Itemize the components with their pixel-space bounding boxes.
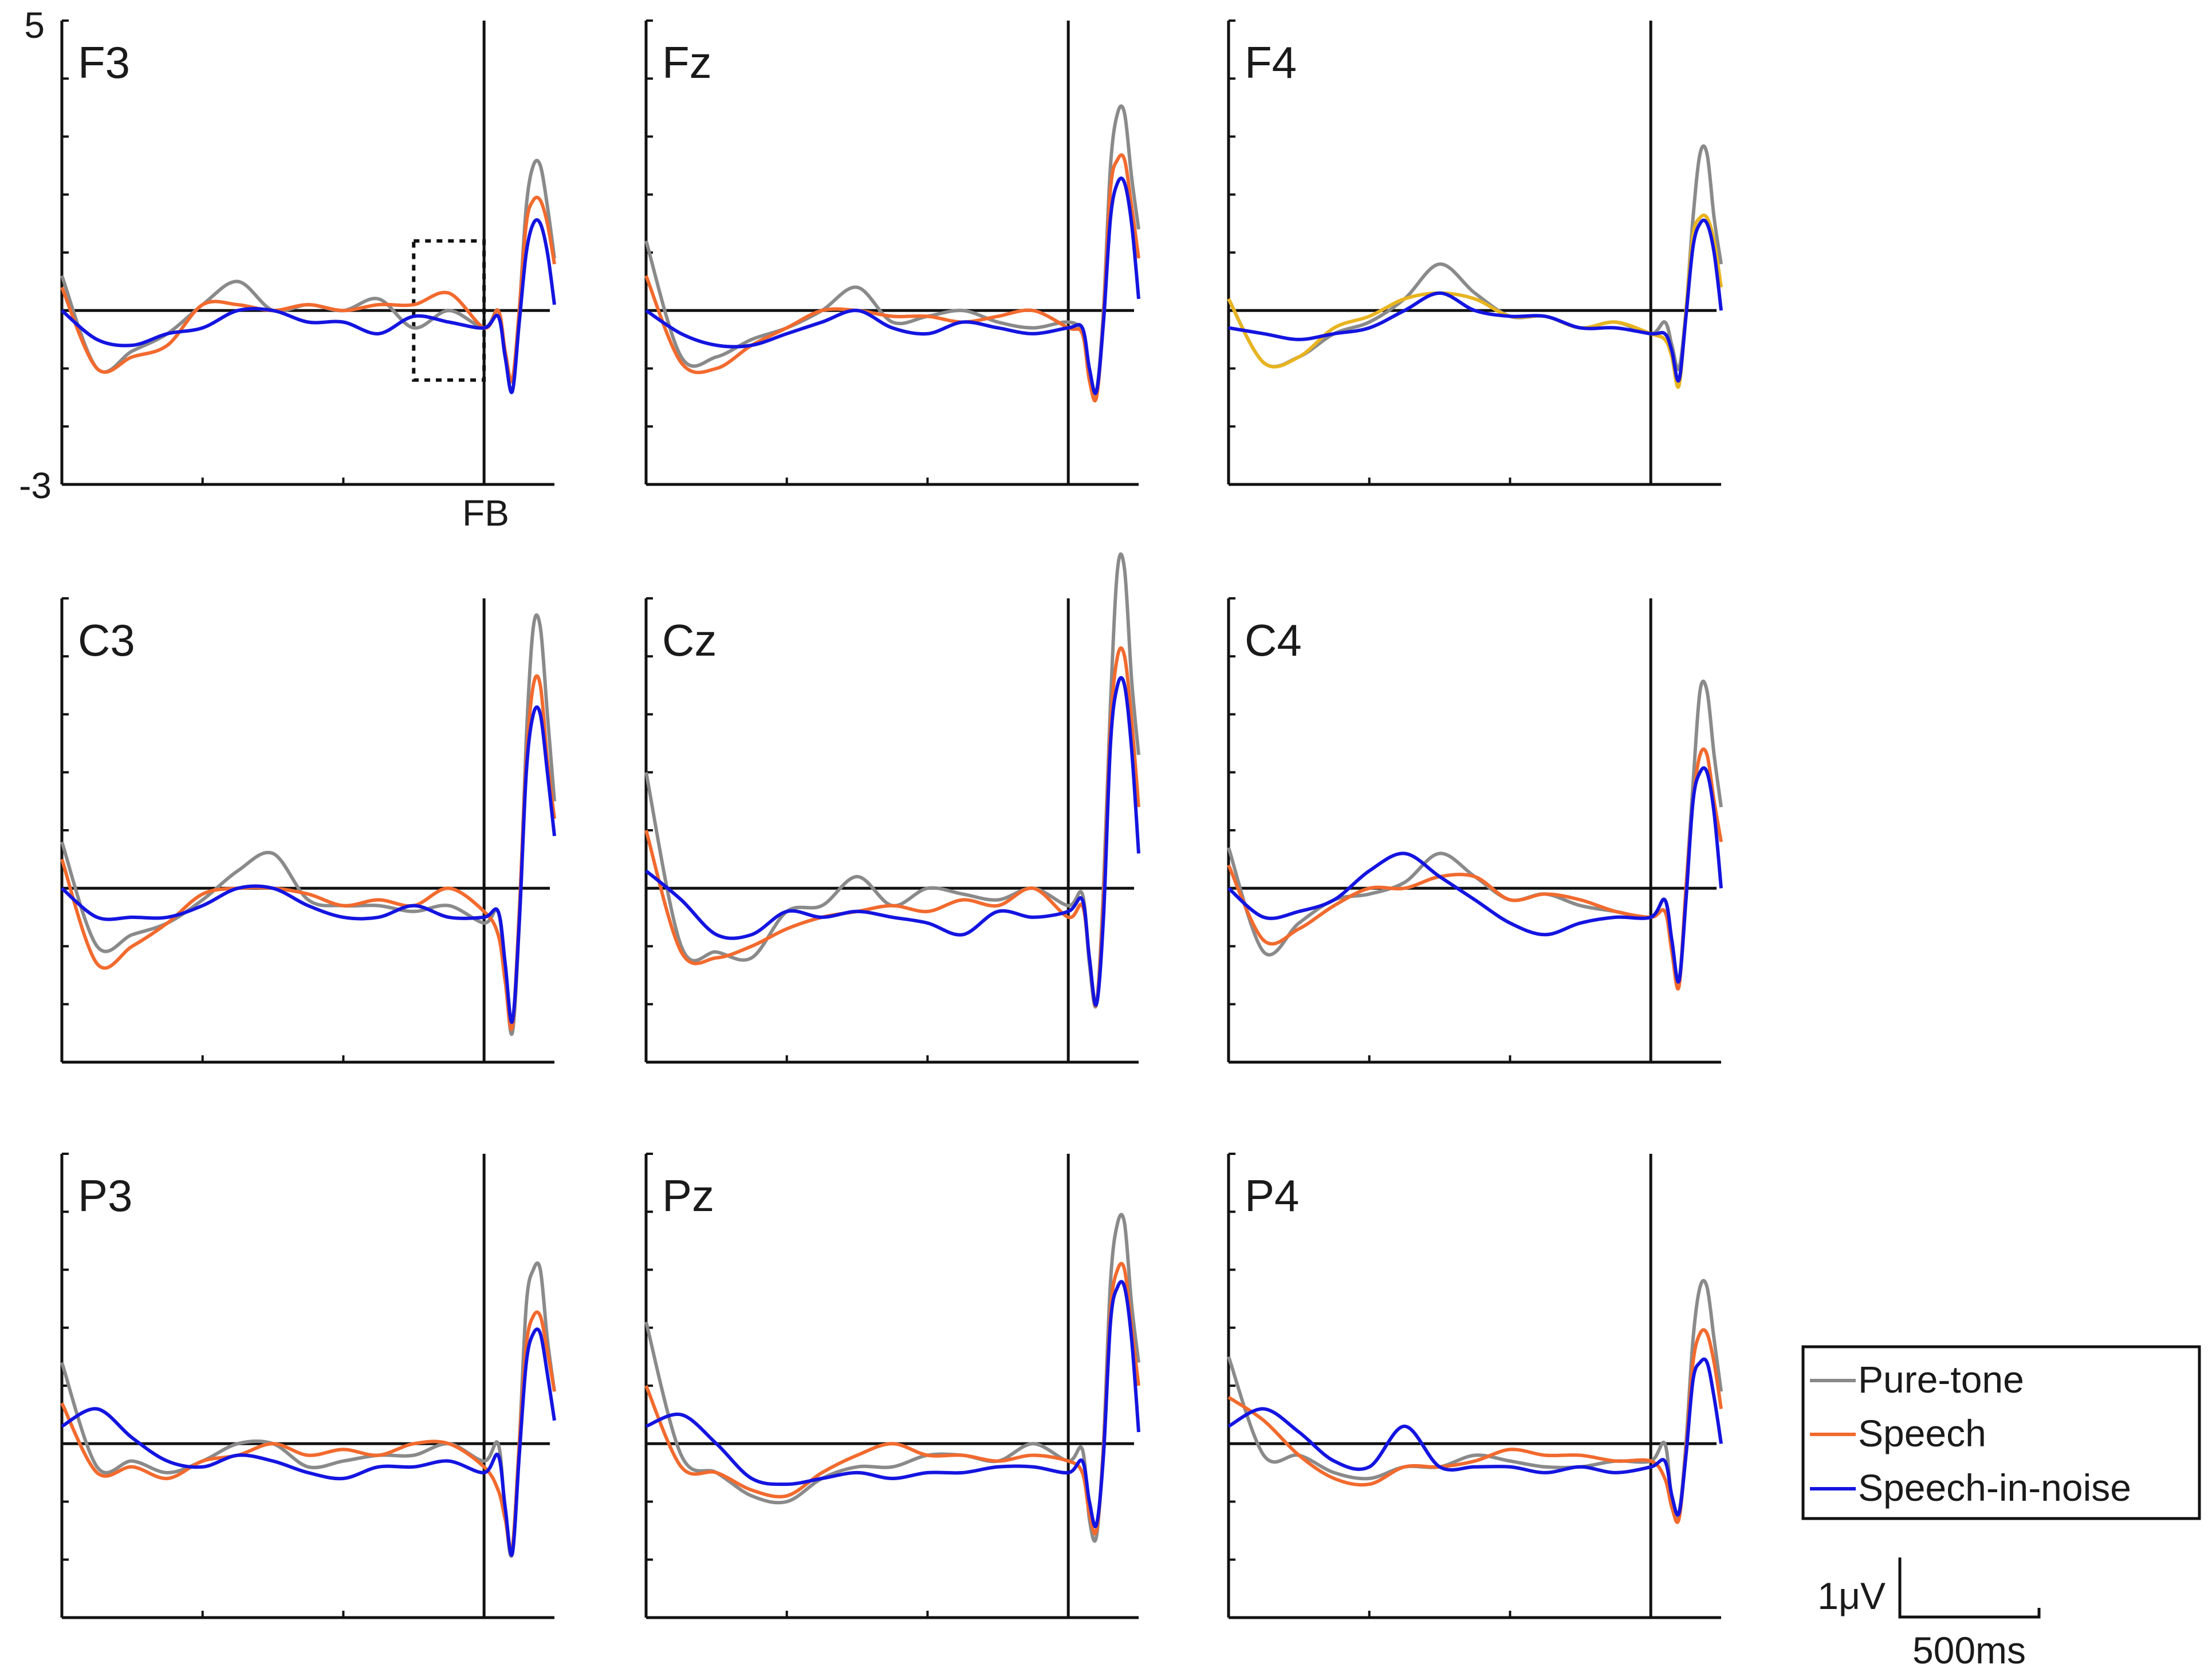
panel-title-c3: C3: [78, 615, 135, 665]
panel-c4: C4: [1227, 597, 1723, 1064]
scale-bar-voltage-label: 1μV: [1817, 1575, 1886, 1617]
panel-p3: P3: [60, 1153, 556, 1619]
series-line-pure-tone-c3: [60, 613, 556, 1036]
panel-title-p3: P3: [78, 1170, 132, 1221]
panel-pz: Pz: [644, 1153, 1140, 1619]
panel-p4: P4: [1227, 1153, 1723, 1619]
scale-bar-lines: [1898, 1557, 2041, 1619]
legend-label-speech: Speech: [1858, 1412, 1986, 1454]
panel-fz: Fz: [644, 19, 1140, 486]
panel-cz: Cz: [644, 552, 1140, 1064]
series-line-speech-in-noise-fz: [645, 176, 1140, 395]
legend-label-speech-in-noise: Speech-in-noise: [1858, 1466, 2131, 1509]
scale-bar-time-label: 500ms: [1912, 1629, 2026, 1671]
legend-box: [1801, 1345, 2201, 1520]
series-line-speech-in-noise-p3: [61, 1327, 556, 1557]
series-line-pure-tone-cz: [644, 552, 1140, 1009]
series-line-pure-tone-p3: [60, 1261, 556, 1558]
series-line-speech-in-noise-c4: [1227, 766, 1723, 984]
legend: Pure-tone Speech Speech-in-noise: [1801, 1345, 2201, 1520]
panel-c3: C3: [60, 597, 556, 1064]
series-line-speech-p4: [1227, 1328, 1723, 1524]
series-line-pure-tone-p4: [1227, 1279, 1723, 1519]
series-line-speech-in-noise-f4: [1228, 218, 1723, 383]
series-line-speech-f3: [60, 195, 556, 383]
panel-title-fz: Fz: [662, 37, 712, 88]
panel-title-pz: Pz: [662, 1170, 714, 1221]
fb-label: FB: [462, 492, 509, 534]
series-line-speech-in-noise-pz: [645, 1280, 1140, 1528]
series-line-pure-tone-f4: [1227, 144, 1723, 372]
panel-title-cz: Cz: [662, 615, 717, 665]
series-line-speech-f4: [1227, 213, 1723, 389]
y-axis-min-label: -3: [19, 465, 52, 506]
series-line-speech-pz: [644, 1261, 1140, 1536]
series-line-speech-c3: [60, 674, 556, 1031]
series-line-speech-in-noise-c3: [61, 705, 556, 1024]
series-line-pure-tone-fz: [644, 104, 1140, 398]
legend-label-pure-tone: Pure-tone: [1858, 1358, 2024, 1401]
panel-f4: F4: [1227, 19, 1723, 486]
series-line-speech-cz: [644, 646, 1140, 1008]
series-line-speech-in-noise-cz: [645, 676, 1140, 1007]
panel-title-f4: F4: [1245, 37, 1297, 88]
window-box-f3: [412, 239, 486, 382]
series-line-speech-fz: [644, 153, 1140, 403]
panel-f3: F3: [60, 19, 556, 486]
scale-bar: 1μV 500ms: [1817, 1557, 2041, 1671]
series-line-speech-p3: [60, 1310, 556, 1553]
series-line-pure-tone-c4: [1227, 679, 1723, 985]
series-line-pure-tone-pz: [644, 1213, 1140, 1543]
series-line-pure-tone-f3: [60, 159, 556, 384]
panel-title-p4: P4: [1245, 1170, 1299, 1221]
y-axis-max-label: 5: [24, 5, 45, 46]
series-line-speech-in-noise-p4: [1227, 1357, 1723, 1517]
panels: F3 Fz F4 C3 Cz C4 P3 Pz P4: [60, 19, 1723, 1619]
series-line-speech-c4: [1227, 747, 1723, 991]
panel-title-c4: C4: [1245, 615, 1302, 665]
series-line-speech-in-noise-f3: [61, 218, 556, 395]
panel-title-f3: F3: [78, 37, 130, 88]
